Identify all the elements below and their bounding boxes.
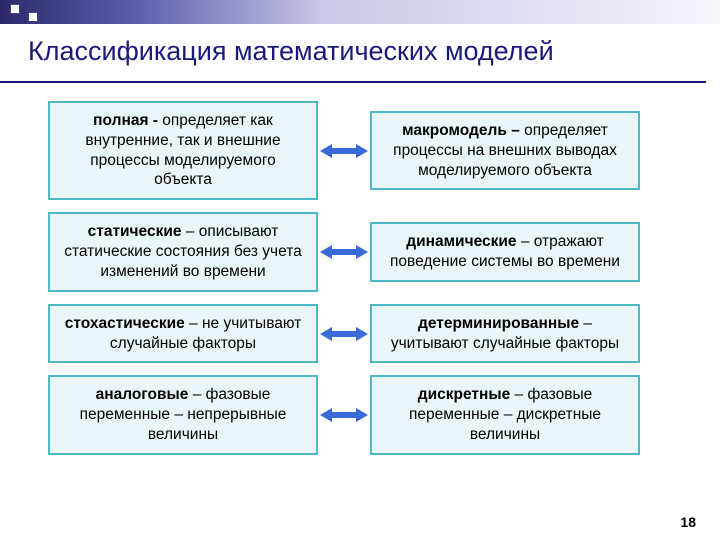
row-4: аналоговые – фазовые переменные – непрер…: [48, 375, 690, 454]
row-2: статические – описывают статические сост…: [48, 212, 690, 291]
cell-left-2-bold: статические: [88, 223, 182, 240]
double-arrow-icon: [320, 243, 368, 261]
top-gradient-bar: [0, 0, 720, 24]
arrow-4: [318, 406, 370, 424]
cell-right-4: дискретные – фазовые переменные – дискре…: [370, 375, 640, 454]
double-arrow-icon: [320, 142, 368, 160]
row-3: стохастические – не учитывают случайные …: [48, 304, 690, 364]
double-arrow-icon: [320, 325, 368, 343]
cell-left-4-bold: аналоговые: [96, 386, 189, 403]
arrow-3: [318, 325, 370, 343]
decor-square-1: [10, 4, 20, 14]
cell-right-1: макромодель – определяет процессы на вне…: [370, 111, 640, 190]
cell-right-3: детерминированные – учитывают случайные …: [370, 304, 640, 364]
classification-grid: полная - определяет как внутренние, так …: [0, 83, 720, 455]
cell-left-3: стохастические – не учитывают случайные …: [48, 304, 318, 364]
arrow-1: [318, 142, 370, 160]
cell-right-4-bold: дискретные: [418, 386, 510, 403]
arrow-2: [318, 243, 370, 261]
cell-right-3-bold: детерминированные: [418, 315, 579, 332]
cell-right-1-bold: макромодель –: [402, 122, 520, 139]
page-number: 18: [680, 514, 696, 530]
cell-left-1: полная - определяет как внутренние, так …: [48, 101, 318, 200]
decor-square-2: [28, 12, 38, 22]
cell-right-2: динамические – отражают поведение систем…: [370, 222, 640, 282]
cell-left-1-bold: полная -: [93, 112, 158, 129]
cell-left-4: аналоговые – фазовые переменные – непрер…: [48, 375, 318, 454]
double-arrow-icon: [320, 406, 368, 424]
cell-right-2-bold: динамические: [406, 233, 516, 250]
page-title: Классификация математических моделей: [0, 24, 706, 83]
cell-left-2: статические – описывают статические сост…: [48, 212, 318, 291]
cell-left-3-bold: стохастические: [65, 315, 185, 332]
row-1: полная - определяет как внутренние, так …: [48, 101, 690, 200]
